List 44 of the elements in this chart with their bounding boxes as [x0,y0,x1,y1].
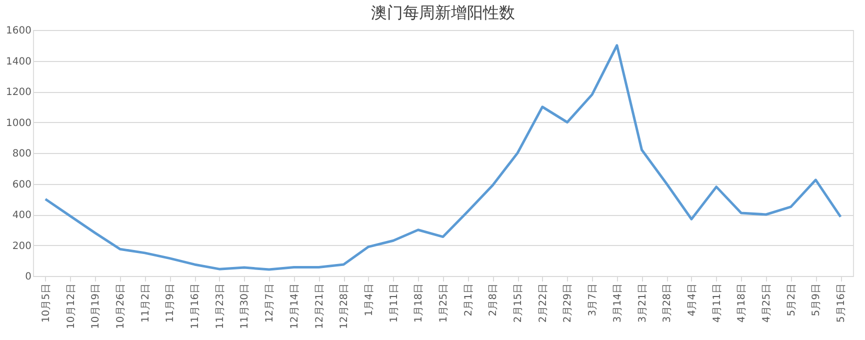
x-tick-label: 11月2日 [140,284,152,323]
x-tick-label: 3月28日 [662,284,674,323]
x-tick-label: 2月29日 [562,284,574,323]
x-tick-label: 2月15日 [513,284,524,323]
x-tick-label: 1月11日 [388,284,400,323]
x-tick-label: 3月14日 [612,284,624,323]
x-tick-label: 1月4日 [364,284,375,316]
x-tick-label: 12月14日 [289,284,300,329]
line-series [44,44,842,271]
y-tick-label: 0 [25,272,32,282]
x-tick-label: 4月18日 [736,284,748,323]
x-tick-label: 10月5日 [40,284,52,323]
y-tick-label: 1600 [6,26,32,36]
x-tick-label: 12月21日 [314,284,326,329]
x-tick-label: 5月2日 [786,284,798,316]
y-tick-label: 1400 [6,56,32,68]
x-tick-label: 11月16日 [190,284,202,329]
x-tick-label: 2月8日 [488,284,500,316]
x-tick-label: 4月11日 [712,284,723,323]
x-tick-label: 5月9日 [811,284,822,316]
x-tick-label: 2月22日 [538,284,549,323]
x-tick-label: 12月7日 [264,284,276,323]
y-tick-label: 1200 [6,87,32,98]
y-tick-label: 400 [12,210,32,221]
y-tick-label: 800 [12,148,32,160]
x-tick-label: 10月12日 [66,284,77,329]
x-tick-label: 12月28日 [339,284,350,329]
y-tick-label: 1000 [6,118,32,129]
x-tick-label: 3月7日 [588,284,599,316]
x-tick-label: 11月9日 [165,284,176,323]
x-tick-label: 11月23日 [214,284,226,329]
x-tick-label: 4月4日 [686,284,698,316]
y-tick-label: 600 [12,179,32,190]
x-tick-label: 2月1日 [463,284,474,316]
x-tick-label: 11月30日 [240,284,251,329]
x-tick-label: 5月16日 [836,284,848,323]
chart-title: 澳门每周新增阳性数 [371,3,515,22]
x-tick-label: 3月21日 [637,284,648,323]
x-tick-label: 1月18日 [414,284,425,323]
x-tick-label: 1月25日 [438,284,450,323]
x-tick-label: 4月25日 [762,284,773,323]
x-tick-label: 10月19日 [90,284,102,329]
x-tick-label: 10月26日 [115,284,126,329]
y-tick-label: 200 [12,240,32,252]
